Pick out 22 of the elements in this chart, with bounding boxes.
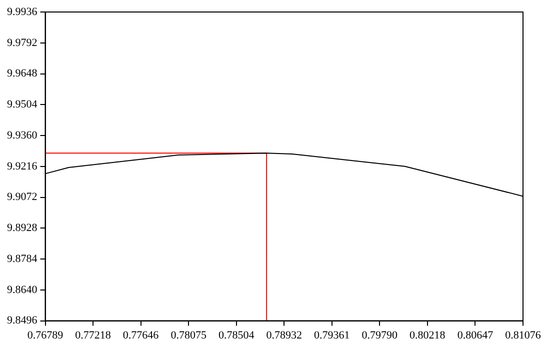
x-tick-label: 0.78075 xyxy=(170,329,207,342)
y-tick-label: 9.9648 xyxy=(7,68,38,80)
y-tick-label: 9.9360 xyxy=(7,129,38,142)
y-tick-label: 9.9072 xyxy=(7,191,38,204)
x-tick-label: 0.79790 xyxy=(362,329,398,342)
x-tick-label: 0.80647 xyxy=(457,329,494,342)
x-tick-label: 0.80218 xyxy=(410,329,446,342)
y-tick-label: 9.8496 xyxy=(7,314,38,327)
x-tick-label: 0.81076 xyxy=(505,329,542,342)
y-tick-label: 9.9936 xyxy=(7,6,38,18)
x-tick-label: 0.76789 xyxy=(27,329,64,342)
y-tick-label: 9.8784 xyxy=(7,252,38,265)
x-tick-label: 0.78932 xyxy=(266,329,302,342)
x-tick-label: 0.78504 xyxy=(218,329,255,342)
y-tick-label: 9.9216 xyxy=(7,160,38,172)
x-tick-label: 0.77646 xyxy=(122,329,160,342)
x-tick-label: 0.79361 xyxy=(314,329,350,342)
y-tick-label: 9.9792 xyxy=(7,36,38,49)
y-tick-label: 9.8928 xyxy=(7,222,38,234)
y-tick-label: 9.8640 xyxy=(7,284,38,296)
y-tick-label: 9.9504 xyxy=(7,98,38,111)
x-tick-label: 0.77218 xyxy=(75,329,112,342)
